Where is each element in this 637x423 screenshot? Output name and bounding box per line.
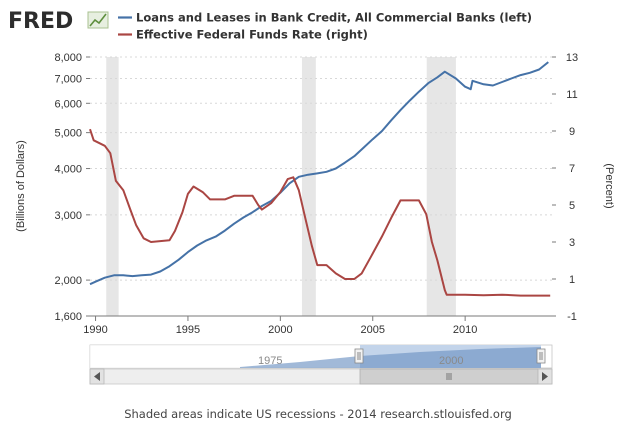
y-right-tick-label: 3 (569, 237, 575, 249)
navigator-label-2000: 2000 (439, 355, 463, 367)
y-left-tick-label: 7,000 (54, 73, 82, 85)
y-left-tick-label: 5,000 (54, 128, 82, 140)
series-lines (89, 61, 551, 297)
recession-band (106, 57, 119, 316)
legend-label-loans: Loans and Leases in Bank Credit, All Com… (136, 11, 532, 25)
y-right-tick-label: -1 (567, 311, 577, 323)
x-tick-label: 2000 (268, 324, 292, 336)
axes: 1,600 2,000 3,000 4,000 5,000 6,000 7,000 8,000… (54, 52, 578, 336)
y-right-tick-label: 9 (569, 126, 575, 138)
legend-label-fedfunds: Effective Federal Funds Rate (right) (136, 28, 368, 42)
navigator-handle-left[interactable] (354, 348, 364, 364)
y-right-tick-label: 5 (569, 200, 575, 212)
x-tick-label: 1995 (176, 324, 200, 336)
fred-logo[interactable]: FRED (8, 9, 109, 34)
series-line-fedfunds (89, 128, 551, 297)
recession-shading (106, 57, 456, 316)
y-left-tick-label: 8,000 (54, 52, 82, 64)
y-right-tick-label: 1 (569, 274, 575, 286)
range-navigator[interactable]: 1975 2000 (89, 344, 553, 369)
y-axis-right-label: (Percent) (603, 163, 615, 208)
x-tick-label: 1990 (83, 324, 107, 336)
navigator-series-area (240, 347, 541, 368)
grid-lines (90, 56, 552, 317)
y-right-tick-label: 7 (569, 163, 575, 175)
fred-logo-text: FRED (8, 9, 73, 34)
y-left-tick-label: 6,000 (54, 98, 82, 110)
navigator-label-1975: 1975 (258, 355, 282, 367)
y-axis-left-label: (Billions of Dollars) (15, 140, 27, 232)
legend: Loans and Leases in Bank Credit, All Com… (118, 11, 532, 42)
y-left-tick-label: 4,000 (54, 164, 82, 176)
y-right-tick-label: 11 (566, 89, 577, 101)
range-scrollbar[interactable] (89, 368, 553, 385)
series-line-loans (89, 61, 549, 286)
x-tick-label: 2010 (453, 324, 477, 336)
arrow-right-icon (542, 372, 548, 381)
y-left-tick-label: 3,000 (54, 210, 82, 222)
navigator-handle-right[interactable] (536, 348, 546, 364)
arrow-left-icon (94, 372, 100, 381)
chart-trend-icon (87, 11, 109, 29)
y-left-tick-label: 2,000 (54, 275, 82, 287)
y-left-tick-label: 1,600 (54, 311, 82, 323)
navigator-unselected-left (90, 345, 360, 368)
recession-band (301, 57, 316, 316)
y-right-tick-label: 13 (566, 52, 578, 64)
x-tick-label: 2005 (361, 324, 385, 336)
footer-note: Shaded areas indicate US recessions - 20… (124, 407, 512, 421)
